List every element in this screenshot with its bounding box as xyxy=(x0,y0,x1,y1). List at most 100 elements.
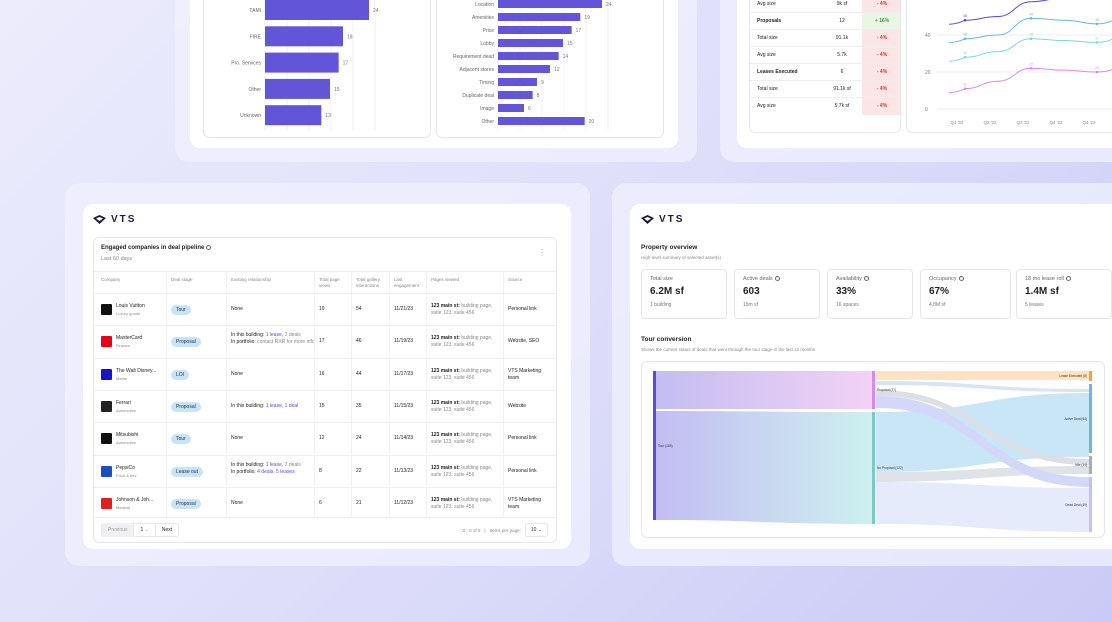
kpi-card: Availability 33% 16 spaces xyxy=(827,269,913,319)
relationship-label: In this building: xyxy=(231,332,265,339)
relationship-detail: 2 deals xyxy=(284,332,301,339)
table-row[interactable]: Johnson & Joh... Medical Proposal None 6… xyxy=(94,486,558,519)
x-tick-label: Q4 '22 xyxy=(1049,120,1063,125)
pages-viewed: building page, suite 123, suite 456 xyxy=(431,367,493,381)
next-button[interactable]: Next xyxy=(161,527,173,533)
data-point xyxy=(1095,22,1099,26)
last-engagement: 11/15/23 xyxy=(394,402,414,409)
y-tick-label: 40 xyxy=(925,33,931,39)
data-point xyxy=(1095,70,1099,74)
info-icon[interactable] xyxy=(958,276,964,282)
category-label: FIRE xyxy=(250,34,262,40)
company-name[interactable]: MasterCard xyxy=(116,335,143,342)
bar xyxy=(498,52,559,60)
pages-address: 123 main st: xyxy=(431,335,460,342)
company-name[interactable]: PepsiCo xyxy=(116,464,135,471)
series-line xyxy=(948,67,1112,94)
items-per-page-select[interactable]: 10 ⌄ xyxy=(524,523,548,537)
table-row[interactable]: Louis Vuitton Luxury goods Tour None 19 … xyxy=(94,293,558,325)
column-header[interactable]: Total page views xyxy=(319,277,340,288)
sankey-label: Lease Executed (8) xyxy=(1059,374,1087,378)
relationship-link[interactable]: 1 lease, 1 deal xyxy=(265,402,299,409)
source: Personal link xyxy=(508,467,537,474)
bar xyxy=(498,78,537,86)
data-label: 38 xyxy=(1029,33,1033,37)
data-label: 11 xyxy=(963,83,967,87)
sankey-node-lease-executed xyxy=(1089,371,1092,381)
company-name[interactable]: Louis Vuitton xyxy=(116,303,145,309)
column-header[interactable]: Total gallery interactions xyxy=(356,277,381,288)
sankey-node-dead-deal xyxy=(1089,477,1092,532)
kpi-card: Total size 6.2M sf 1 building xyxy=(641,269,727,319)
table-row[interactable]: The Walt Disney... Media LOI None 16 44 … xyxy=(94,357,558,390)
previous-button[interactable]: Previous xyxy=(102,523,134,537)
column-header[interactable]: Pages viewed xyxy=(431,277,460,282)
company-sector: Food & bev xyxy=(116,472,137,478)
category-label: Unknown xyxy=(240,113,261,119)
metrics-row: Leases Executed 6 - 4% xyxy=(750,63,900,81)
metric-change: - 4% xyxy=(862,81,900,98)
pages-viewed: building page, suite 123, suite 456 xyxy=(431,303,493,316)
column-header[interactable]: Company xyxy=(101,277,121,282)
tour-conversion-subtitle: Shows the current status of deals that w… xyxy=(641,347,816,352)
company-name[interactable]: Mitsubishi xyxy=(116,432,139,439)
column-header[interactable]: Existing relationship xyxy=(231,277,272,282)
relationship-label: In this building: xyxy=(231,402,265,409)
data-label: 38 xyxy=(963,33,967,37)
bar xyxy=(265,78,330,99)
category-label: Price xyxy=(483,28,495,34)
vts-wordmark: VTS xyxy=(111,214,137,225)
relationship-label: None xyxy=(231,435,243,442)
sankey-label: No Proposal (122) xyxy=(877,466,903,470)
data-label: 48 xyxy=(963,14,967,18)
sankey-link xyxy=(656,371,872,409)
company-logo xyxy=(101,368,112,380)
company-name[interactable]: Johnson & Joh... xyxy=(116,496,154,503)
company-name[interactable]: Ferrari xyxy=(116,399,131,406)
metrics-row: Total size 91.1k - 4% xyxy=(750,29,900,47)
bar xyxy=(265,52,339,73)
info-icon[interactable] xyxy=(206,245,212,250)
relationship-label: None xyxy=(231,499,243,506)
x-tick-label: Q4 '23 xyxy=(1082,120,1096,125)
company-sector: Automotive xyxy=(116,407,137,413)
table-row[interactable]: Ferrari Automotive Proposal In this buil… xyxy=(94,389,558,422)
more-options-icon[interactable]: ⋮ xyxy=(538,248,546,257)
metric-value: 6 xyxy=(840,69,844,75)
page-select[interactable]: 1 ⌄ xyxy=(133,523,156,537)
relationship-label: None xyxy=(231,306,243,312)
pages-address: 123 main st: xyxy=(431,432,460,439)
metric-label: Avg size xyxy=(757,52,776,58)
table-row[interactable]: Mitsubishi Automotive Tour None 12 24 11… xyxy=(94,422,558,454)
gallery-interactions: 46 xyxy=(356,338,362,345)
metric-change: - 4% xyxy=(862,47,900,64)
kpi-value: 67% xyxy=(929,286,950,297)
table-row[interactable]: PepsiCo Food & bev Lease out In this bui… xyxy=(94,454,558,487)
company-name[interactable]: The Walt Disney... xyxy=(116,367,157,374)
info-icon[interactable] xyxy=(774,276,780,282)
kpi-card: Active deals 603 15m sf xyxy=(734,269,820,319)
bar xyxy=(498,91,533,99)
table-row[interactable]: MasterCard Finance Proposal In this buil… xyxy=(94,325,558,357)
bar-value: 13 xyxy=(325,113,331,119)
category-label: TAMI xyxy=(249,8,261,14)
info-icon[interactable] xyxy=(863,276,869,282)
metric-change: - 4% xyxy=(862,30,900,47)
info-icon[interactable] xyxy=(1065,276,1071,282)
relationship-link[interactable]: 1 lease, xyxy=(265,332,284,339)
page-views: 12 xyxy=(319,435,325,442)
pages-viewed: building page, suite 123, suite 456 xyxy=(431,399,493,413)
sankey-node-proposal xyxy=(872,371,875,409)
relationship-link[interactable]: 1 lease, xyxy=(265,461,284,468)
bar-value: 15 xyxy=(567,41,573,47)
column-header[interactable]: Source xyxy=(508,277,523,282)
data-point xyxy=(1029,37,1033,40)
category-label: Lobby xyxy=(480,41,494,47)
portfolio-link[interactable]: contact RXR for more info xyxy=(257,339,315,346)
x-tick-label: Q3 '22 xyxy=(1016,120,1030,125)
category-label: Requirement dead xyxy=(453,54,494,60)
metrics-row: Proposals 12 + 16% xyxy=(750,12,900,30)
column-header[interactable]: Deal stage xyxy=(171,277,193,282)
portfolio-link[interactable]: 4 deals, 5 leases xyxy=(257,468,295,475)
column-header[interactable]: Last engagement xyxy=(394,277,420,288)
